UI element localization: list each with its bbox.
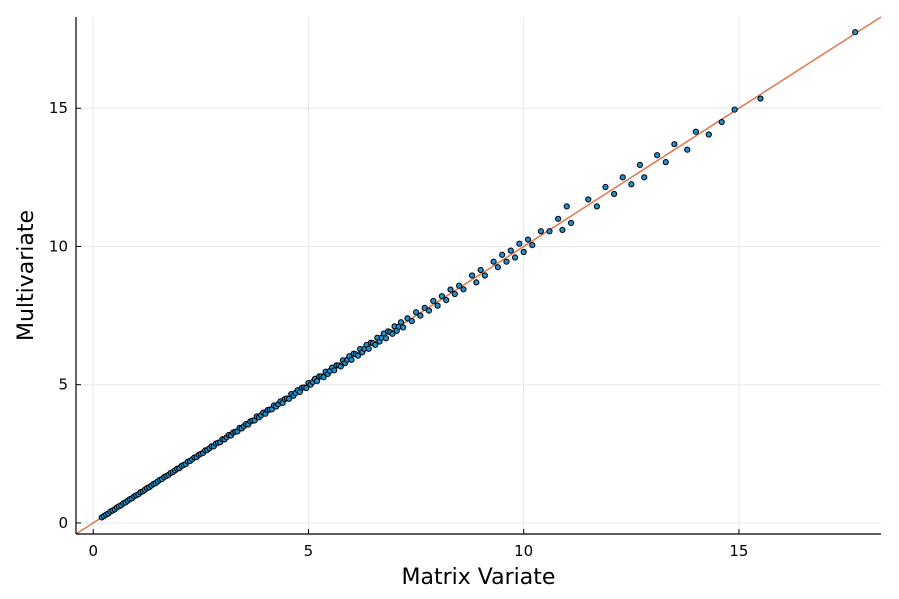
data-point-116 [348, 356, 355, 363]
data-point-162 [503, 258, 510, 265]
data-point-177 [602, 183, 609, 191]
data-point-155 [468, 272, 476, 279]
data-point-161 [499, 251, 506, 258]
y-tick-label-2: 10 [49, 237, 68, 255]
data-point-141 [404, 315, 411, 322]
data-point-132 [382, 335, 390, 342]
data-point-143 [412, 309, 420, 316]
data-point-152 [451, 290, 458, 298]
data-point-185 [671, 141, 678, 148]
data-point-163 [507, 247, 514, 254]
y-tick-label-1: 5 [58, 376, 68, 394]
data-point-158 [481, 272, 489, 279]
data-point-192 [852, 29, 859, 36]
data-point-174 [567, 219, 575, 227]
axes-layer [75, 17, 881, 535]
data-point-183 [654, 152, 661, 159]
data-point-144 [417, 312, 424, 319]
data-point-191 [757, 95, 764, 102]
data-point-190 [731, 106, 738, 113]
data-point-186 [684, 146, 691, 153]
data-point-151 [447, 286, 454, 293]
data-point-147 [430, 297, 437, 305]
x-axis-label: Matrix Variate [402, 565, 556, 590]
x-tick-label-2: 10 [514, 542, 533, 560]
data-point-150 [443, 297, 450, 304]
data-point-166 [520, 248, 527, 256]
data-point-168 [529, 241, 536, 249]
data-point-167 [524, 236, 532, 243]
data-point-142 [408, 318, 415, 325]
y-tick-label-3: 15 [49, 99, 68, 117]
tick-labels-layer: 0 5 10 15 0 5 10 15 [49, 99, 749, 560]
data-point-95 [303, 384, 310, 392]
data-point-173 [563, 203, 570, 210]
data-point-127 [372, 341, 379, 348]
x-tick-label-1: 5 [304, 542, 314, 560]
data-point-135 [389, 330, 396, 337]
data-point-180 [628, 181, 635, 188]
data-point-184 [662, 159, 669, 166]
data-point-169 [537, 228, 545, 235]
data-point-188 [705, 131, 712, 138]
y-axis-label: Multivariate [14, 210, 39, 341]
data-point-164 [511, 254, 519, 261]
data-point-170 [546, 228, 553, 235]
data-point-179 [619, 174, 626, 181]
data-point-159 [490, 258, 497, 265]
data-point-160 [494, 264, 501, 271]
data-point-153 [456, 282, 463, 289]
data-point-181 [636, 161, 644, 169]
data-point-176 [593, 203, 600, 210]
data-point-139 [397, 319, 405, 326]
data-point-119 [354, 352, 362, 359]
data-point-182 [641, 174, 648, 181]
data-point-149 [438, 293, 446, 300]
data-point-157 [477, 266, 484, 274]
data-point-111 [337, 363, 344, 370]
data-point-146 [425, 307, 433, 314]
data-point-140 [400, 324, 407, 331]
data-point-148 [434, 302, 441, 309]
data-point-187 [692, 128, 699, 135]
data-point-165 [516, 240, 523, 247]
data-point-189 [718, 118, 725, 126]
data-point-175 [585, 196, 592, 203]
data-point-145 [421, 304, 428, 311]
data-point-124 [365, 345, 372, 352]
points-layer [98, 29, 859, 521]
data-point-156 [473, 279, 480, 286]
data-point-172 [559, 226, 566, 233]
data-point-108 [331, 367, 338, 374]
x-tick-label-0: 0 [88, 542, 98, 560]
data-point-103 [320, 374, 327, 381]
data-point-171 [555, 215, 562, 222]
grid-layer [76, 17, 881, 534]
x-tick-label-3: 15 [729, 542, 748, 560]
data-point-154 [460, 286, 467, 293]
data-point-178 [611, 190, 618, 198]
y-tick-label-0: 0 [58, 514, 68, 532]
